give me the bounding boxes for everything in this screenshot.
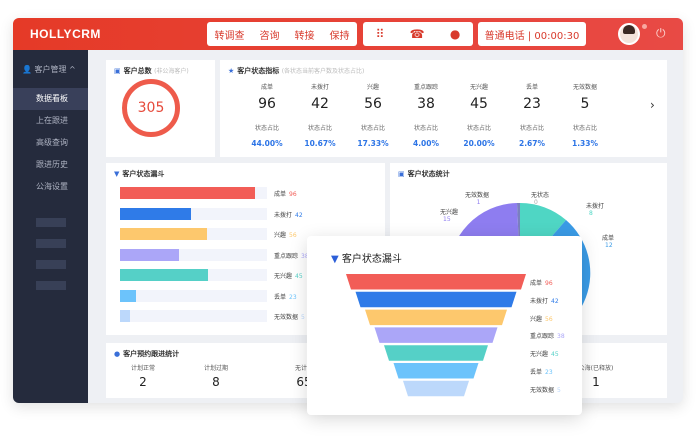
status-bar-label: 未拨打 42: [274, 211, 303, 219]
funnel-label: 未拨打 42: [530, 297, 559, 305]
status-bar-label: 无效数据 5: [274, 314, 305, 321]
funnel-icon: ▼: [114, 170, 120, 178]
status-bar-fill: [120, 207, 191, 220]
funnel-segment: [355, 291, 517, 308]
funnel-segment: [393, 363, 479, 379]
chart-icon: ▣: [398, 170, 405, 178]
total-card: ▣ 客户总数 (非公海客户) 305: [106, 60, 215, 157]
status-bar-label: 重点跟踪 38: [274, 252, 309, 260]
pin-icon: ●: [114, 350, 121, 358]
chevron-right-icon[interactable]: ›: [650, 98, 655, 112]
power-icon[interactable]: ⏻: [656, 26, 666, 40]
funnel-segment: [374, 327, 498, 343]
status-bar: [120, 310, 267, 322]
sidebar-placeholder: [36, 260, 66, 269]
funnel-popup: ▼ 客户状态漏斗 成单 96 未拨打 42 兴趣 56 重点跟踪 38 无兴趣 45 丢单 23 无效数…: [307, 236, 582, 415]
status-bar: [120, 228, 267, 240]
status-indicator: 未拨打 42 状态占比 10.67%: [304, 84, 336, 148]
funnel-label: 重点跟踪 38: [530, 333, 565, 341]
sidebar-item-history[interactable]: 跟进历史: [36, 160, 68, 169]
pie-label: 无状态 0: [531, 192, 550, 206]
call-timer: 00:00:30: [534, 30, 580, 42]
pie-label: 成单 12: [602, 235, 615, 249]
status-bar-label: 丢单 23: [274, 293, 297, 301]
status-bar-label: 兴趣 56: [274, 232, 297, 239]
logo: HOLLYCRM: [30, 27, 101, 41]
call-actions: 转调查 咨询 转接 保持: [207, 22, 357, 46]
dialpad-icon[interactable]: ⠿: [375, 27, 385, 41]
funnel-segment: [384, 345, 488, 361]
funnel-label: 兴趣 56: [530, 315, 553, 323]
followup-stat: 计划过期 8: [203, 365, 228, 389]
funnel-segment: [346, 274, 526, 290]
sidebar-group-customer[interactable]: 👤 客户管理 ^: [22, 65, 76, 74]
funnel-segment: [365, 309, 507, 326]
status-indicator: 兴趣 56 状态占比 17.33%: [357, 84, 389, 148]
call-controls: ⠿ ☎ ●: [363, 22, 473, 46]
sidebar-placeholder: [36, 281, 66, 290]
pie-label: 无兴趣 15: [440, 209, 459, 223]
status-bar-fill: [120, 228, 207, 240]
status-bar-fill: [120, 269, 209, 281]
consult-button[interactable]: 咨询: [259, 30, 280, 42]
sidebar-item-dashboard[interactable]: 数据看板: [13, 88, 88, 110]
chat-icon[interactable]: ●: [449, 27, 461, 41]
status-bar-fill: [120, 187, 256, 199]
status-bar: [120, 269, 267, 281]
funnel-icon: ▼: [331, 254, 339, 265]
user-icon: 👤: [22, 65, 32, 74]
pie-label: 无效数据 1: [465, 192, 490, 206]
total-value: 305: [137, 100, 165, 116]
status-bar: [120, 248, 267, 261]
sidebar-placeholder: [36, 218, 66, 227]
followup-stat: 公海(已释放) 1: [578, 365, 614, 389]
header: HOLLYCRM 转调查 咨询 转接 保持 ⠿ ☎ ● 普通电话 | 00:00…: [13, 18, 683, 50]
funnel-segment: [403, 380, 469, 397]
total-ring: 305: [122, 79, 180, 137]
pie-label: 未拨打 8: [586, 203, 605, 217]
users-icon: ▣: [114, 67, 121, 75]
call-type: 普通电话: [484, 30, 525, 42]
status-bar-fill: [120, 310, 131, 322]
hold-button[interactable]: 保持: [329, 30, 350, 42]
funnel-label: 无效数据 5: [530, 386, 561, 394]
funnel-chart: [346, 274, 526, 397]
sidebar-item-search[interactable]: 高级查询: [36, 138, 68, 147]
status-indicator: 成单 96 状态占比 44.00%: [251, 84, 283, 148]
avatar[interactable]: [618, 23, 640, 45]
status-bar-label: 成单 96: [274, 191, 297, 198]
status-bar-fill: [120, 289, 137, 302]
sidebar-placeholder: [36, 239, 66, 248]
funnel-label: 无兴趣 45: [530, 351, 559, 359]
status-bar: [120, 289, 267, 302]
indicators-card: ★ 客户状态指标 (各状态当前客户数及状态占比) 成单 96 状态占比 44.00% 未拨…: [220, 60, 667, 157]
status-bar: [120, 207, 267, 220]
hangup-icon[interactable]: ☎: [409, 27, 425, 41]
sidebar-item-following[interactable]: 上在跟进: [36, 116, 68, 125]
status-bar: [120, 187, 267, 199]
followup-stat: 计划正常 2: [130, 365, 155, 389]
transfer-button[interactable]: 转接: [294, 30, 315, 42]
call-status: 普通电话 | 00:00:30: [478, 22, 586, 46]
status-indicator: 无效数据 5 状态占比 1.33%: [571, 84, 599, 148]
star-icon: ★: [228, 67, 235, 75]
sidebar: 👤 客户管理 ^ 数据看板 上在跟进 高级查询 跟进历史 公海设置: [13, 50, 88, 403]
funnel-label: 成单 96: [530, 280, 553, 287]
transfer-survey-button[interactable]: 转调查: [214, 30, 245, 42]
status-bar-fill: [120, 248, 179, 261]
status-bar-label: 无兴趣 45: [274, 273, 303, 280]
notification-dot: [642, 24, 647, 29]
status-indicator: 无兴趣 45 状态占比 20.00%: [463, 84, 495, 148]
funnel-label: 丢单 23: [530, 369, 553, 376]
status-indicator: 丢单 23 状态占比 2.67%: [518, 84, 546, 148]
sidebar-item-pool[interactable]: 公海设置: [36, 182, 68, 191]
status-indicator: 重点跟踪 38 状态占比 4.00%: [412, 84, 440, 148]
